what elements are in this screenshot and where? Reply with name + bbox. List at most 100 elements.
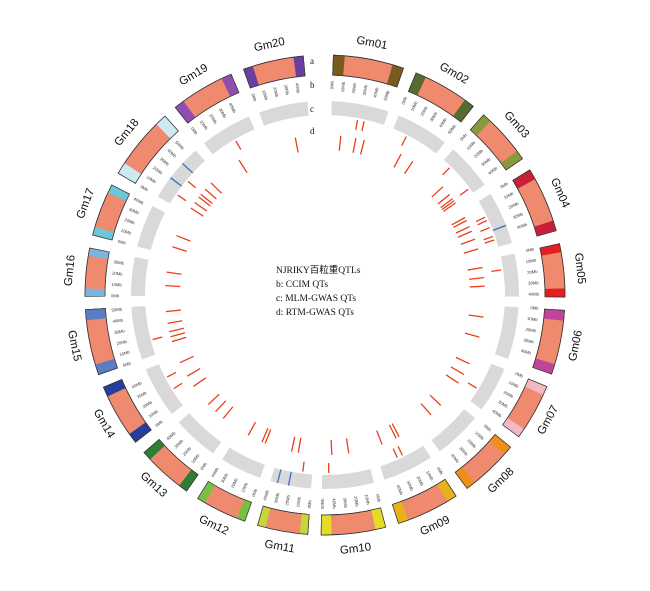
- chromosome-label-gm06: Gm06: [567, 329, 585, 362]
- qtl-mark-d-gm17-50: [176, 236, 190, 242]
- tick-label-gm05-1: 10Mb: [525, 257, 537, 264]
- qtl-mark-c-gm07-11: [468, 383, 477, 388]
- qtl-mark-c-gm15-18: [153, 337, 163, 340]
- tick-label-gm17-4: 40Mb: [133, 196, 145, 205]
- tick-label-gm19-0: 0Mb: [190, 126, 199, 136]
- tick-label-gm18-1: 10Mb: [145, 174, 157, 184]
- tick-label-gm02-1: 10Mb: [409, 100, 418, 112]
- tick-label-gm01-2: 20Mb: [351, 82, 358, 94]
- tick-label-gm13-3: 30Mb: [173, 438, 184, 449]
- qtl-mark-d-gm13-36: [223, 407, 233, 419]
- tick-label-gm04-3: 30Mb: [512, 211, 524, 220]
- tick-label-gm15-2: 20Mb: [116, 339, 128, 346]
- qtl-mark-d-gm15-43: [171, 333, 185, 337]
- qtl-mark-d-gm14-39: [194, 378, 206, 387]
- chromosome-cap-end-gm05: [545, 288, 565, 297]
- tick-label-gm08-1: 10Mb: [474, 430, 486, 441]
- tick-label-gm12-3: 30Mb: [220, 472, 230, 484]
- tick-label-gm09-0: 0Mb: [436, 466, 445, 476]
- legend: NJRIKY百粒重QTLs b: CCIM QTs c: MLM-GWAS QT…: [276, 264, 361, 318]
- tick-label-gm14-1: 10Mb: [148, 408, 160, 418]
- legend-line-c: c: MLM-GWAS QTs: [276, 294, 356, 304]
- chromosome-label-gm11: Gm11: [264, 538, 296, 555]
- tick-label-gm17-2: 20Mb: [124, 217, 136, 226]
- legend-line-b: b: CCIM QTs: [276, 280, 328, 290]
- tick-label-gm16-3: 30Mb: [113, 259, 125, 266]
- tick-label-gm01-3: 30Mb: [362, 84, 369, 96]
- tick-label-gm02-5: 50Mb: [447, 123, 458, 135]
- qtl-mark-c-gm04-9: [485, 240, 495, 243]
- qtl-mark-d-gm14-41: [180, 356, 194, 362]
- qtl-mark-c-gm14-17: [167, 372, 176, 377]
- ring-letters: a b c d: [310, 56, 315, 136]
- tick-label-gm05-4: 40Mb: [529, 292, 540, 297]
- track-b-segment-gm20: [259, 102, 309, 126]
- tick-label-gm11-3: 30Mb: [273, 492, 280, 504]
- qtl-mark-c-gm19-21: [236, 141, 241, 150]
- tick-label-gm03-1: 10Mb: [465, 140, 476, 151]
- tick-label-gm02-3: 30Mb: [429, 110, 439, 122]
- qtl-mark-c-gm18-19: [178, 195, 186, 201]
- tick-label-gm14-3: 30Mb: [136, 390, 148, 400]
- qtl-mark-d-gm10-30: [331, 440, 332, 455]
- chromosome-label-gm12: Gm12: [197, 513, 230, 537]
- tick-label-gm15-1: 10Mb: [119, 349, 131, 357]
- track-b-segment-gm08: [432, 409, 475, 451]
- tick-label-gm12-2: 20Mb: [230, 477, 239, 489]
- chromosome-label-gm07: Gm07: [535, 404, 561, 437]
- tick-label-gm06-0: 0Mb: [530, 305, 539, 311]
- tick-label-gm02-4: 40Mb: [438, 116, 448, 128]
- qtl-mark-c-gm04-5: [476, 217, 485, 221]
- ring-letter-d: d: [310, 126, 315, 136]
- qtl-mark-d-gm15-42: [172, 337, 186, 341]
- qtl-mark-c-gm03-3: [443, 168, 450, 175]
- tick-label-gm15-3: 30Mb: [114, 328, 126, 335]
- tick-label-gm06-4: 40Mb: [520, 348, 532, 356]
- qtl-mark-d-gm08-24: [430, 395, 441, 405]
- qtl-mark-d-gm14-40: [187, 369, 200, 377]
- tick-label-gm06-2: 20Mb: [525, 327, 537, 334]
- qtl-mark-d-gm18-52: [195, 202, 207, 211]
- tick-label-gm03-2: 20Mb: [473, 148, 485, 159]
- qtl-mark-d-gm01-2: [361, 140, 365, 155]
- qtl-mark-d-gm19-57: [239, 160, 247, 173]
- tick-label-gm02-2: 20Mb: [419, 105, 429, 117]
- ring-letter-a: a: [310, 56, 314, 66]
- qtl-mark-c-gm09-13: [393, 449, 397, 458]
- chromosome-label-gm02: Gm02: [437, 61, 470, 87]
- tick-label-gm18-4: 40Mb: [166, 148, 178, 159]
- qtl-mark-d-gm18-55: [205, 189, 216, 199]
- tick-label-gm15-5: 50Mb: [111, 307, 122, 313]
- track-b-segment-gm01: [331, 101, 388, 125]
- qtl-mark-d-gm15-45: [168, 321, 183, 324]
- tick-label-gm19-4: 40Mb: [228, 102, 237, 114]
- track-b-segment-gm14: [146, 364, 183, 414]
- track-b-segment-gm04: [479, 194, 512, 247]
- qtl-mark-d-gm03-5: [432, 187, 443, 197]
- qtl-mark-d-gm18-56: [211, 183, 222, 194]
- tick-label-gm18-0: 0Mb: [140, 184, 150, 193]
- tick-label-gm11-4: 40Mb: [262, 489, 270, 501]
- chromosome-label-gm16: Gm16: [63, 254, 78, 286]
- tick-label-gm07-2: 20Mb: [503, 390, 515, 400]
- qtl-mark-d-gm04-13: [458, 231, 472, 237]
- chromosome-label-gm05: Gm05: [572, 252, 587, 284]
- track-b-segment-gm06: [495, 307, 519, 359]
- track-b-segment-gm17: [137, 206, 165, 250]
- qtl-mark-d-gm09-26: [392, 423, 399, 436]
- track-b-segment-gm12: [222, 448, 265, 478]
- tick-label-gm04-2: 20Mb: [508, 201, 520, 210]
- qtl-mark-c-gm05-10: [491, 270, 501, 271]
- tick-label-gm11-1: 10Mb: [295, 496, 301, 508]
- qtl-mark-d-gm04-10: [452, 218, 465, 225]
- qtl-mark-d-gm06-19: [469, 315, 484, 317]
- chromosome-label-gm18: Gm18: [112, 117, 141, 149]
- tick-label-gm18-5: 50Mb: [174, 140, 185, 151]
- tick-label-gm20-4: 40Mb: [294, 83, 300, 95]
- tick-label-gm07-4: 40Mb: [491, 408, 503, 418]
- chromosome-cap-end-gm10: [321, 515, 331, 535]
- tick-label-gm18-3: 30Mb: [159, 156, 171, 167]
- qtl-mark-d-gm07-22: [451, 367, 464, 374]
- tick-label-gm09-4: 40Mb: [396, 484, 405, 496]
- tick-label-gm12-4: 40Mb: [210, 466, 220, 478]
